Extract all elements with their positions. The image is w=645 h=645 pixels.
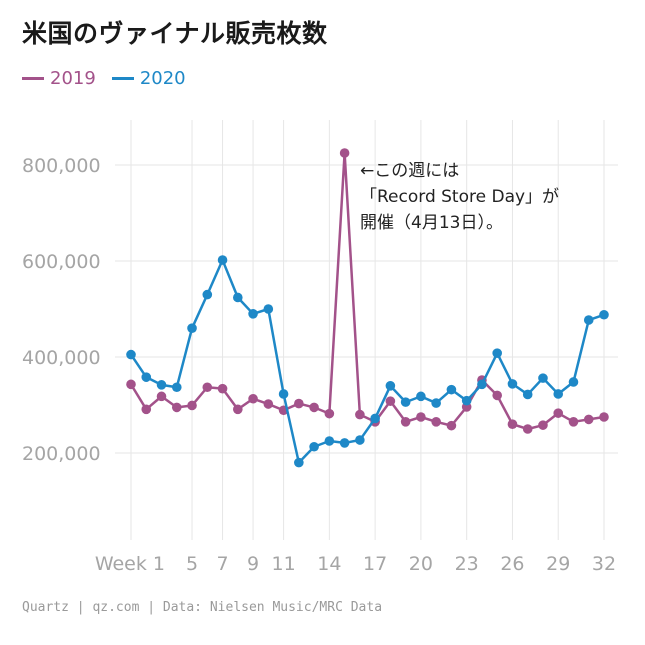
- data-point-2019: [233, 404, 243, 415]
- y-tick-label: 400,000: [22, 347, 101, 369]
- data-point-2020: [141, 372, 152, 382]
- data-point-2019: [583, 414, 594, 425]
- data-point-2020: [553, 389, 564, 399]
- data-point-2020: [416, 391, 426, 402]
- data-point-2020: [461, 395, 472, 406]
- x-tick-label: 14: [317, 553, 341, 575]
- data-point-2019: [400, 417, 411, 427]
- data-point-2020: [294, 457, 304, 468]
- data-point-2019: [599, 412, 609, 422]
- data-point-2019: [385, 396, 396, 406]
- data-point-2019: [553, 408, 564, 418]
- chart-title: 米国のヴァイナル販売枚数: [22, 19, 328, 48]
- y-tick-label: 800,000: [22, 155, 101, 177]
- data-point-2019: [416, 412, 426, 422]
- legend-item-2019: 2019: [22, 68, 96, 89]
- data-point-2019: [507, 419, 518, 430]
- x-tick-label: 11: [271, 553, 295, 575]
- data-point-2020: [263, 304, 274, 314]
- data-point-2020: [568, 377, 579, 387]
- data-point-2020: [233, 292, 243, 303]
- x-tick-label: 17: [363, 553, 387, 575]
- data-point-2020: [187, 323, 197, 334]
- x-tick-label: 20: [409, 553, 433, 575]
- x-tick-label: 9: [247, 553, 259, 575]
- data-point-2019: [492, 390, 502, 401]
- series-line-2020: [129, 258, 605, 464]
- data-point-2020: [431, 398, 441, 408]
- data-point-2020: [477, 379, 487, 390]
- data-point-2019: [431, 417, 441, 427]
- data-point-2019: [324, 408, 335, 419]
- x-tick-label: 32: [592, 553, 616, 575]
- data-point-2019: [156, 391, 167, 402]
- legend-swatch-2019: [22, 77, 44, 80]
- data-point-2019: [309, 402, 319, 413]
- x-tick-label: 26: [500, 553, 524, 575]
- data-point-2020: [156, 380, 167, 390]
- data-point-2020: [309, 441, 319, 452]
- data-point-2020: [202, 289, 213, 300]
- data-point-2020: [248, 309, 258, 319]
- data-point-2020: [339, 438, 350, 448]
- data-point-2019: [187, 400, 197, 411]
- data-point-2020: [385, 381, 396, 391]
- legend: 2019 2020: [22, 68, 202, 89]
- data-point-2020: [446, 384, 457, 395]
- data-point-2019: [522, 424, 533, 434]
- data-point-2020: [522, 389, 533, 400]
- x-tick-label: 23: [455, 553, 479, 575]
- data-point-2019: [126, 379, 136, 390]
- data-point-2020: [370, 413, 380, 424]
- data-point-2019: [141, 404, 152, 415]
- data-point-2019: [355, 409, 365, 420]
- data-point-2020: [278, 389, 289, 399]
- data-point-2020: [583, 315, 594, 325]
- y-tick-label: 200,000: [22, 443, 101, 465]
- data-point-2020: [126, 349, 136, 360]
- data-point-2019: [446, 420, 457, 431]
- x-tick-label: 5: [186, 553, 198, 575]
- legend-label-2019: 2019: [50, 68, 96, 89]
- x-tick-label: Week 1: [95, 553, 165, 575]
- data-point-2020: [171, 382, 182, 393]
- data-point-2020: [599, 309, 609, 320]
- data-point-2019: [217, 383, 228, 394]
- data-point-2020: [400, 397, 411, 407]
- data-point-2019: [294, 398, 304, 409]
- data-point-2020: [324, 436, 335, 446]
- data-point-2020: [507, 379, 518, 389]
- data-point-2019: [202, 382, 213, 393]
- data-point-2019: [248, 393, 258, 404]
- legend-swatch-2020: [111, 77, 134, 80]
- data-point-2019: [339, 148, 350, 158]
- x-tick-label: 29: [546, 553, 570, 575]
- legend-item-2020: 2020: [111, 68, 186, 89]
- y-tick-label: 600,000: [22, 251, 101, 273]
- data-point-2020: [538, 373, 548, 383]
- data-point-2020: [217, 255, 228, 265]
- data-point-2020: [355, 435, 365, 445]
- record-store-day-annotation: ←この週には 「Record Store Day」が 開催（4月13日）。: [360, 161, 560, 233]
- legend-label-2020: 2020: [139, 68, 186, 89]
- data-point-2019: [263, 399, 274, 409]
- data-point-2019: [538, 420, 548, 430]
- x-tick-label: 7: [217, 553, 229, 575]
- data-point-2020: [492, 348, 502, 358]
- data-point-2019: [568, 417, 579, 427]
- source-note: Quartz | qz.com | Data: Nielsen Music/MR…: [22, 600, 383, 615]
- data-point-2019: [171, 402, 182, 413]
